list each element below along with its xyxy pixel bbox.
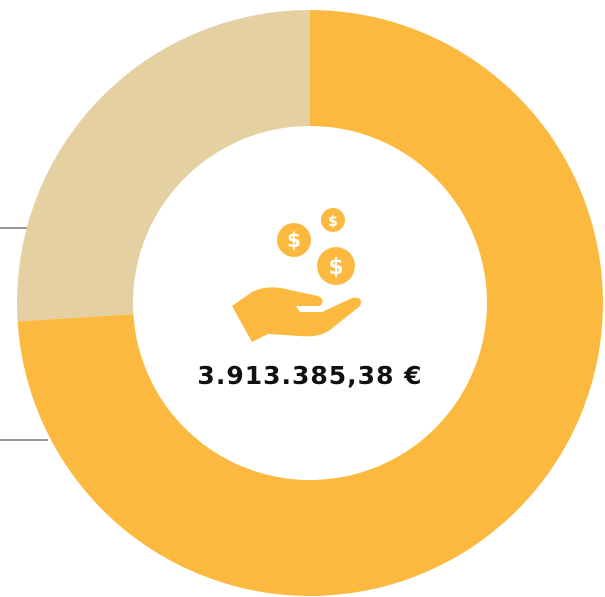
money-icon: $ $ $ [232, 208, 361, 342]
hand [232, 287, 361, 342]
coin [277, 223, 311, 257]
coin [317, 247, 355, 285]
coin [321, 208, 345, 232]
coin-symbol: $ [287, 228, 301, 252]
total-value: 3.913.385,38 € [197, 361, 422, 390]
coin-symbol: $ [328, 255, 343, 280]
slice [16, 10, 310, 322]
slice [17, 10, 603, 597]
coin-symbol: $ [328, 214, 338, 230]
slices [16, 10, 603, 597]
